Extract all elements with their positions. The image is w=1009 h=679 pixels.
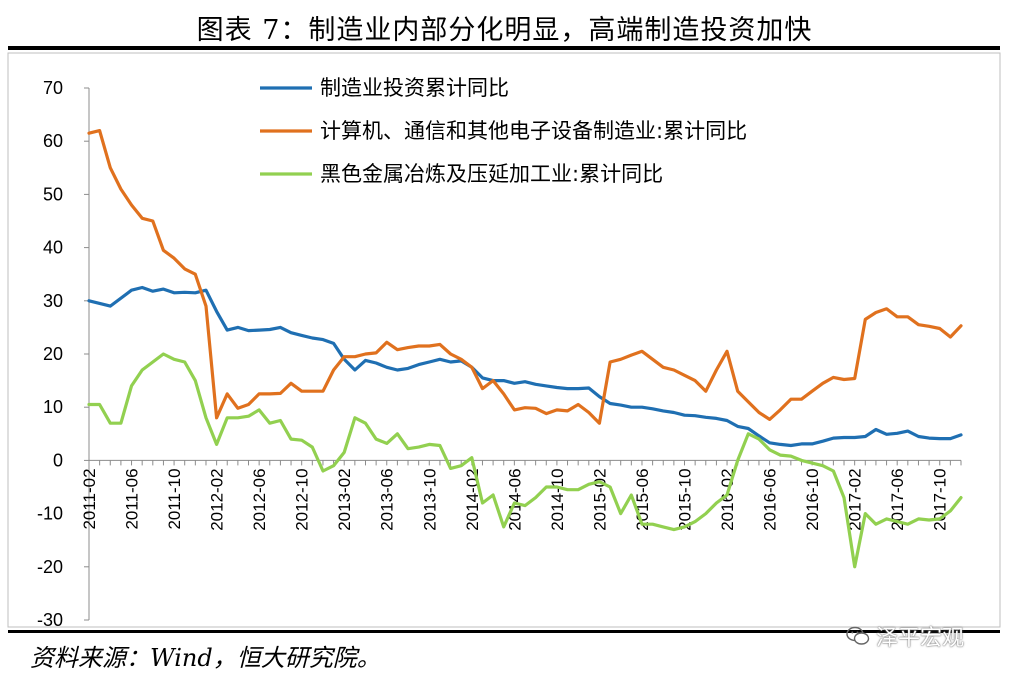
- y-tick-label: 60: [43, 131, 63, 151]
- y-tick-label: 0: [53, 450, 63, 470]
- x-tick-label: 2015-02: [590, 468, 609, 530]
- x-tick-label: 2014-06: [505, 468, 524, 530]
- y-axis: -30 -20 -10 0 10 20 30 40 50 60 70: [37, 78, 90, 630]
- x-tick-label: 2016-06: [761, 468, 780, 530]
- chart-title: 图表 7：制造业内部分化明显，高端制造投资加快: [196, 15, 813, 46]
- y-tick-label: 40: [43, 238, 63, 258]
- x-tick-label: 2013-06: [378, 468, 397, 530]
- watermark-text: 泽平宏观: [876, 626, 965, 651]
- x-tick-label: 2013-02: [335, 468, 354, 530]
- x-tick-label: 2011-06: [123, 468, 142, 529]
- plot-frame: [7, 52, 1001, 628]
- y-tick-label: -20: [37, 557, 63, 577]
- legend-label-2: 计算机、通信和其他电子设备制造业:累计同比: [320, 119, 747, 143]
- line-chart: -30 -20 -10 0 10 20 30 40 50 60 70 2011-02 2011-06 2…: [7, 52, 1001, 630]
- y-tick-label: 30: [43, 291, 63, 311]
- y-tick-label: -10: [37, 504, 63, 524]
- x-tick-label: 2012-02: [208, 468, 227, 530]
- x-tick-label: 2011-10: [165, 468, 184, 529]
- x-tick-label: 2017-10: [931, 468, 950, 530]
- x-tick-label: 2013-10: [420, 468, 439, 530]
- x-tick-label: 2015-10: [676, 468, 695, 530]
- wechat-icon: [846, 626, 870, 645]
- top-rule: [8, 46, 1000, 50]
- series-lines: [87, 129, 963, 569]
- y-tick-label: 10: [43, 397, 63, 417]
- bottom-rule: [8, 630, 1000, 633]
- series-line-3: [87, 352, 963, 569]
- x-tick-label: 2017-06: [888, 468, 907, 530]
- y-tick-label: 50: [43, 184, 63, 204]
- x-tick-label: 2017-02: [846, 468, 865, 530]
- legend-label-3: 黑色金属冶炼及压延加工业:累计同比: [320, 162, 663, 186]
- legend: 制造业投资累计同比计算机、通信和其他电子设备制造业:累计同比黑色金属冶炼及压延加…: [260, 76, 747, 186]
- watermark: 泽平宏观: [846, 622, 965, 651]
- legend-label-1: 制造业投资累计同比: [320, 76, 509, 100]
- x-tick-label: 2014-10: [548, 468, 567, 530]
- series-line-2: [87, 129, 963, 425]
- y-tick-label: -30: [37, 610, 63, 630]
- x-tick-label: 2016-10: [803, 468, 822, 530]
- x-tick-label: 2012-10: [293, 468, 312, 530]
- x-tick-label: 2016-02: [718, 468, 737, 530]
- x-tick-label: 2014-02: [463, 468, 482, 530]
- source-note: 资料来源：Wind，恒大研究院。: [30, 644, 381, 672]
- x-tick-label: 2011-02: [80, 468, 99, 529]
- x-tick-label: 2012-06: [250, 468, 269, 530]
- y-tick-label: 20: [43, 344, 63, 364]
- series-line-1: [87, 285, 963, 448]
- y-tick-label: 70: [43, 78, 63, 98]
